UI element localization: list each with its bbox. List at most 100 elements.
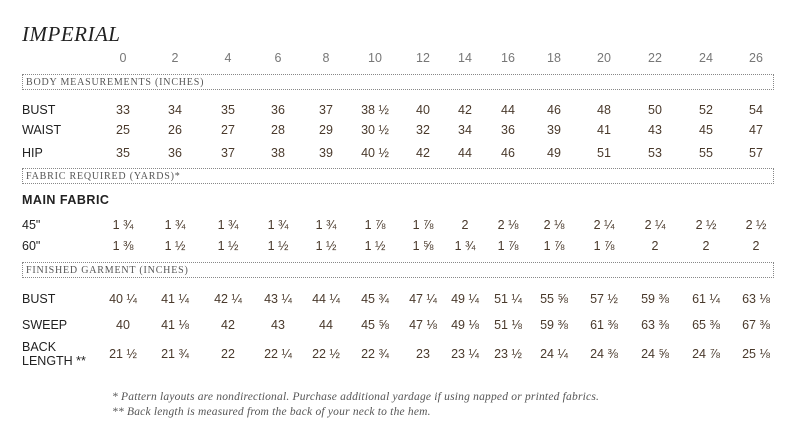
cell-value: 44 [458, 146, 472, 160]
cell-value: 42 [221, 318, 235, 332]
cell-value: 40 [116, 318, 130, 332]
cell-value: 65 ⅜ [692, 318, 720, 332]
cell-value: 24 ⅜ [590, 347, 618, 361]
cell-value: 1 ¾ [315, 218, 337, 232]
cell-value: 50 [648, 103, 662, 117]
cell-value: 22 ¾ [361, 347, 389, 361]
cell-value: 1 ½ [164, 239, 186, 253]
cell-value: 35 [116, 146, 130, 160]
cell-value: 42 [416, 146, 430, 160]
cell-value: 45 ¾ [361, 292, 389, 306]
cell-value: 1 ⅞ [543, 239, 565, 253]
cell-value: 39 [547, 123, 561, 137]
cell-value: 23 ½ [494, 347, 522, 361]
cell-value: 24 ⅞ [692, 347, 720, 361]
size-header: 4 [224, 51, 232, 65]
cell-value: 21 ½ [109, 347, 137, 361]
cell-value: 22 ½ [312, 347, 340, 361]
cell-value: 26 [168, 123, 182, 137]
cell-value: 47 ⅛ [409, 318, 437, 332]
cell-value: 53 [648, 146, 662, 160]
cell-value: 61 ¼ [692, 292, 720, 306]
cell-value: 22 ¼ [264, 347, 292, 361]
cell-value: 1 ⅞ [497, 239, 519, 253]
cell-value: 2 ¼ [593, 218, 615, 232]
size-header: 16 [501, 51, 515, 65]
cell-value: 1 ½ [217, 239, 239, 253]
cell-value: 2 [651, 239, 659, 253]
cell-value: 34 [458, 123, 472, 137]
cell-value: 45 ⅝ [361, 318, 389, 332]
cell-value: 46 [501, 146, 515, 160]
cell-value: 48 [597, 103, 611, 117]
size-header: 6 [274, 51, 282, 65]
cell-value: 36 [168, 146, 182, 160]
cell-value: 47 ¼ [409, 292, 437, 306]
section-heading: FABRIC REQUIRED (YARDS)* [22, 168, 774, 184]
section-heading: BODY MEASUREMENTS (INCHES) [22, 74, 774, 90]
row-label: HIP [22, 146, 43, 160]
cell-value: 55 [699, 146, 713, 160]
size-header: 24 [699, 51, 713, 65]
cell-value: 2 ¼ [644, 218, 666, 232]
cell-value: 59 ⅜ [641, 292, 669, 306]
cell-value: 1 ¾ [217, 218, 239, 232]
cell-value: 2 ⅛ [543, 218, 565, 232]
size-header: 20 [597, 51, 611, 65]
cell-value: 1 ⅞ [364, 218, 386, 232]
cell-value: 1 ½ [267, 239, 289, 253]
cell-value: 44 ¼ [312, 292, 340, 306]
cell-value: 29 [319, 123, 333, 137]
cell-value: 43 ¼ [264, 292, 292, 306]
cell-value: 36 [501, 123, 515, 137]
size-header: 2 [171, 51, 179, 65]
cell-value: 49 [547, 146, 561, 160]
cell-value: 24 ⅝ [641, 347, 669, 361]
cell-value: 24 ¼ [540, 347, 568, 361]
footnote: * Pattern layouts are nondirectional. Pu… [112, 391, 600, 403]
cell-value: 34 [168, 103, 182, 117]
cell-value: 22 [221, 347, 235, 361]
cell-value: 44 [319, 318, 333, 332]
cell-value: 51 ⅛ [494, 318, 522, 332]
cell-value: 2 [461, 218, 469, 232]
cell-value: 2 ½ [695, 218, 717, 232]
row-label: SWEEP [22, 318, 68, 332]
cell-value: 40 [416, 103, 430, 117]
cell-value: 51 [597, 146, 611, 160]
cell-value: 35 [221, 103, 235, 117]
cell-value: 30 ½ [361, 123, 389, 137]
cell-value: 36 [271, 103, 285, 117]
cell-value: 1 ⅞ [593, 239, 615, 253]
subheading: MAIN FABRIC [22, 193, 110, 207]
cell-value: 1 ⅞ [412, 218, 434, 232]
size-header: 0 [119, 51, 127, 65]
cell-value: 43 [648, 123, 662, 137]
cell-value: 27 [221, 123, 235, 137]
size-header: 8 [322, 51, 330, 65]
cell-value: 44 [501, 103, 515, 117]
cell-value: 39 [319, 146, 333, 160]
row-label: BUST [22, 292, 56, 306]
cell-value: 52 [699, 103, 713, 117]
cell-value: 41 [597, 123, 611, 137]
footnote: ** Back length is measured from the back… [112, 406, 431, 418]
cell-value: 1 ½ [315, 239, 337, 253]
cell-value: 2 ½ [745, 218, 767, 232]
cell-value: 42 ¼ [214, 292, 242, 306]
cell-value: 41 ¼ [161, 292, 189, 306]
cell-value: 40 ½ [361, 146, 389, 160]
cell-value: 63 ⅛ [742, 292, 770, 306]
cell-value: 1 ½ [364, 239, 386, 253]
cell-value: 38 [271, 146, 285, 160]
cell-value: 25 [116, 123, 130, 137]
cell-value: 32 [416, 123, 430, 137]
cell-value: 46 [547, 103, 561, 117]
cell-value: 38 ½ [361, 103, 389, 117]
cell-value: 49 ¼ [451, 292, 479, 306]
row-label: 60" [22, 239, 41, 253]
cell-value: 1 ¾ [164, 218, 186, 232]
cell-value: 21 ¾ [161, 347, 189, 361]
cell-value: 49 ⅛ [451, 318, 479, 332]
cell-value: 57 ½ [590, 292, 618, 306]
